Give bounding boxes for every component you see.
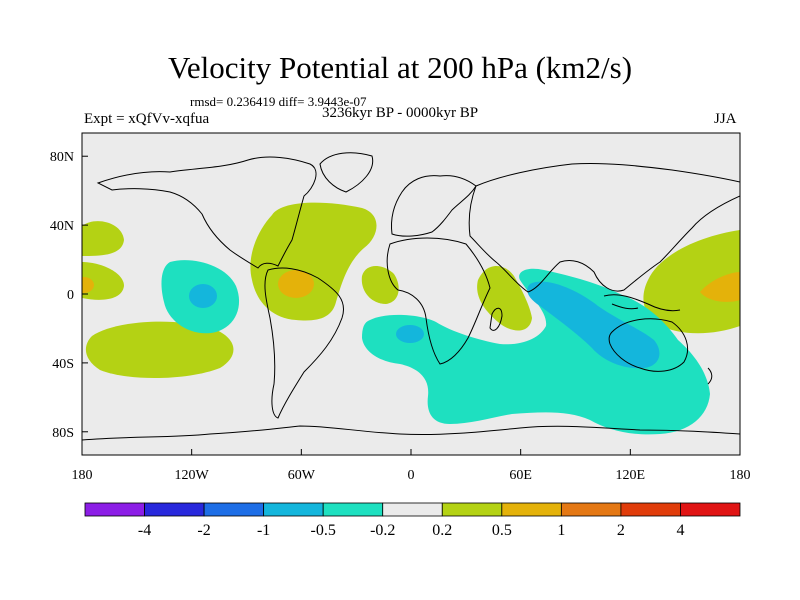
latitude-ticks: 80N 40N 0 40S 80S <box>50 150 88 441</box>
y-tick-label-0: 80N <box>50 150 74 165</box>
y-tick-label-1: 40N <box>50 219 74 234</box>
coastline-greenland <box>319 152 374 193</box>
colorbar-swatch-5 <box>382 502 443 517</box>
x-tick-label-4: 60E <box>509 468 532 483</box>
coastline-north-america <box>96 156 317 269</box>
coastline-madagascar <box>489 307 503 331</box>
pos2-region-amazon <box>278 270 314 298</box>
colorbar-label-7: 1 <box>557 522 565 539</box>
colorbar-swatch-2 <box>203 502 265 517</box>
y-tick-label-4: 80S <box>52 426 74 441</box>
neg2-region-east-pacific <box>189 284 217 308</box>
colorbar-label-0: -4 <box>138 522 151 539</box>
colorbar-swatch-0 <box>84 502 145 517</box>
rmsd-diff-stats: rmsd= 0.236419 diff= 3.9443e-07 <box>190 94 367 109</box>
pos2-region-dateline-west <box>82 277 94 293</box>
x-tick-label-2: 60W <box>288 468 316 483</box>
x-tick-label-5: 120E <box>616 468 646 483</box>
x-tick-label-3: 0 <box>408 468 415 483</box>
coastline-asia <box>468 162 740 293</box>
colorbar-swatch-9 <box>620 502 681 517</box>
colorbar-swatch-3 <box>263 502 324 517</box>
colorbar-swatch-7 <box>501 502 562 517</box>
colorbar-swatch-1 <box>144 502 205 517</box>
strong-positive-anomaly-regions <box>82 270 740 302</box>
coastline-australia <box>608 318 688 372</box>
strong-negative-anomaly-regions <box>189 281 660 369</box>
neg2-region-indian-ocean <box>527 281 660 369</box>
coastline-south-america <box>264 267 344 419</box>
period-label: 3236kyr BP - 0000kyr BP <box>322 105 479 121</box>
coastlines <box>82 152 740 441</box>
colorbar-label-1: -2 <box>197 522 210 539</box>
pos-region-west-pacific <box>82 221 124 256</box>
colorbar-swatch-8 <box>560 502 622 517</box>
coastline-antarctica <box>82 425 740 441</box>
colorbar-swatch-10 <box>680 502 741 517</box>
pos-region-south-pacific <box>85 321 234 379</box>
y-tick-label-2: 0 <box>67 288 74 303</box>
coastline-africa <box>386 237 491 365</box>
season-label: JJA <box>714 111 737 127</box>
colorbar-label-6: 0.5 <box>492 522 512 539</box>
x-tick-label-1: 120W <box>175 468 210 483</box>
coastline-indonesia <box>603 294 681 312</box>
experiment-label: Expt = xQfVv-xqfua <box>84 111 210 127</box>
y-tick-label-3: 40S <box>52 357 74 372</box>
pos-region-west-pacific-east <box>643 230 740 334</box>
x-tick-label-6: 180 <box>730 468 751 483</box>
colorbar: -4 -2 -1 -0.5 -0.2 0.2 0.5 1 2 4 <box>84 502 741 539</box>
colorbar-swatch-6 <box>441 502 503 517</box>
colorbar-label-3: -0.5 <box>311 522 336 539</box>
pos2-region-pacific-east <box>700 272 740 302</box>
colorbar-label-4: -0.2 <box>370 522 395 539</box>
plot-title: Velocity Potential at 200 hPa (km2/s) <box>167 50 633 85</box>
pos-region-east-africa <box>477 265 532 331</box>
colorbar-label-8: 2 <box>617 522 625 539</box>
x-tick-label-0: 180 <box>72 468 93 483</box>
colorbar-label-5: 0.2 <box>432 522 452 539</box>
longitude-ticks: 180 120W 60W 0 60E 120E 180 <box>72 449 751 483</box>
colorbar-label-9: 4 <box>676 522 684 539</box>
pos-region-date-line <box>82 262 124 300</box>
coastline-new-zealand <box>707 367 713 385</box>
colorbar-swatch-4 <box>322 502 384 517</box>
neg-region-southern-ocean-indian <box>362 268 710 435</box>
neg2-region-south-atlantic <box>396 325 424 343</box>
colorbar-label-2: -1 <box>257 522 270 539</box>
